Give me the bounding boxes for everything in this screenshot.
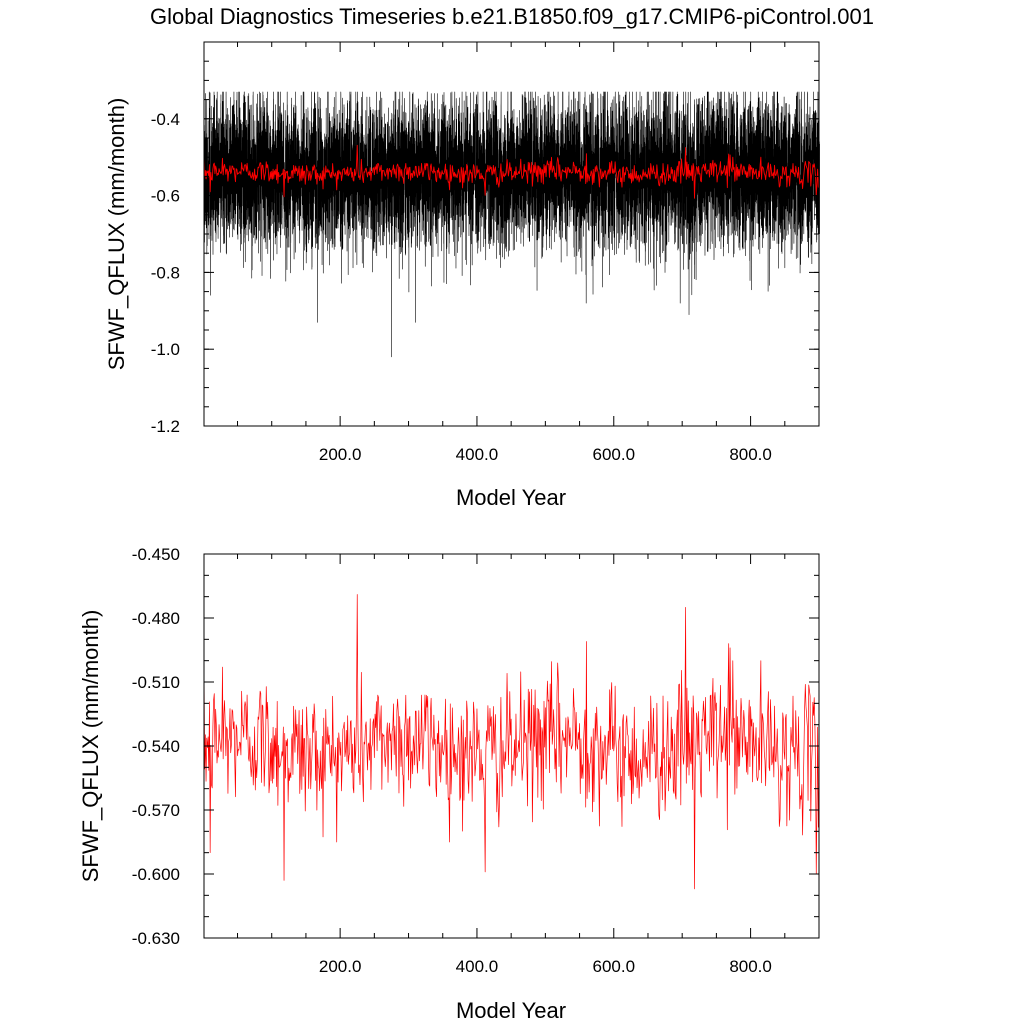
top-y-tick-label: -1.2 <box>151 417 180 436</box>
chart-title: Global Diagnostics Timeseries b.e21.B185… <box>150 4 874 29</box>
top-x-tick-label: 600.0 <box>592 445 635 464</box>
bottom-x-axis-label: Model Year <box>456 998 566 1023</box>
bottom-series-group <box>203 594 820 890</box>
top-y-axis-label: SFWF_QFLUX (mm/month) <box>104 98 129 371</box>
bottom-y-axis-label: SFWF_QFLUX (mm/month) <box>78 610 103 883</box>
bottom-y-tick-label: -0.600 <box>132 865 180 884</box>
bottom-series-annual-mean-line <box>203 594 820 890</box>
bottom-y-tick-label: -0.480 <box>132 609 180 628</box>
top-series-annual-mean-line <box>203 144 820 199</box>
top-x-axis-label: Model Year <box>456 485 566 510</box>
bottom-panel: 200.0 400.0 600.0 800.0 -0.630 -0.600 -0.570 -0… <box>78 545 820 1023</box>
bottom-axis-ticks: 200.0 400.0 600.0 800.0 -0.630 -0.600 -0.570 -0… <box>132 545 819 976</box>
top-series-monthly-line <box>203 91 820 358</box>
bottom-x-tick-label: 400.0 <box>456 957 499 976</box>
bottom-y-tick-label: -0.450 <box>132 545 180 564</box>
bottom-x-tick-label: 200.0 <box>319 957 362 976</box>
bottom-y-tick-label: -0.570 <box>132 801 180 820</box>
bottom-y-tick-label: -0.630 <box>132 929 180 948</box>
top-y-tick-label: -1.0 <box>151 340 180 359</box>
bottom-x-tick-label: 600.0 <box>592 957 635 976</box>
top-series-group <box>203 91 820 358</box>
top-y-tick-label: -0.4 <box>151 110 180 129</box>
top-y-tick-label: -0.6 <box>151 187 180 206</box>
top-axis-ticks: 200.0 400.0 600.0 800.0 -1.2 -1.0 -0.8 -0.6 -0.4 <box>151 41 819 464</box>
top-x-tick-label: 200.0 <box>319 445 362 464</box>
top-x-tick-label: 800.0 <box>729 445 772 464</box>
bottom-x-tick-label: 800.0 <box>729 957 772 976</box>
top-y-tick-label: -0.8 <box>151 263 180 282</box>
top-panel: 200.0 400.0 600.0 800.0 -1.2 -1.0 -0.8 -0.6 -0.4… <box>104 41 820 510</box>
bottom-y-tick-label: -0.540 <box>132 737 180 756</box>
bottom-y-tick-label: -0.510 <box>132 673 180 692</box>
top-x-tick-label: 400.0 <box>456 445 499 464</box>
